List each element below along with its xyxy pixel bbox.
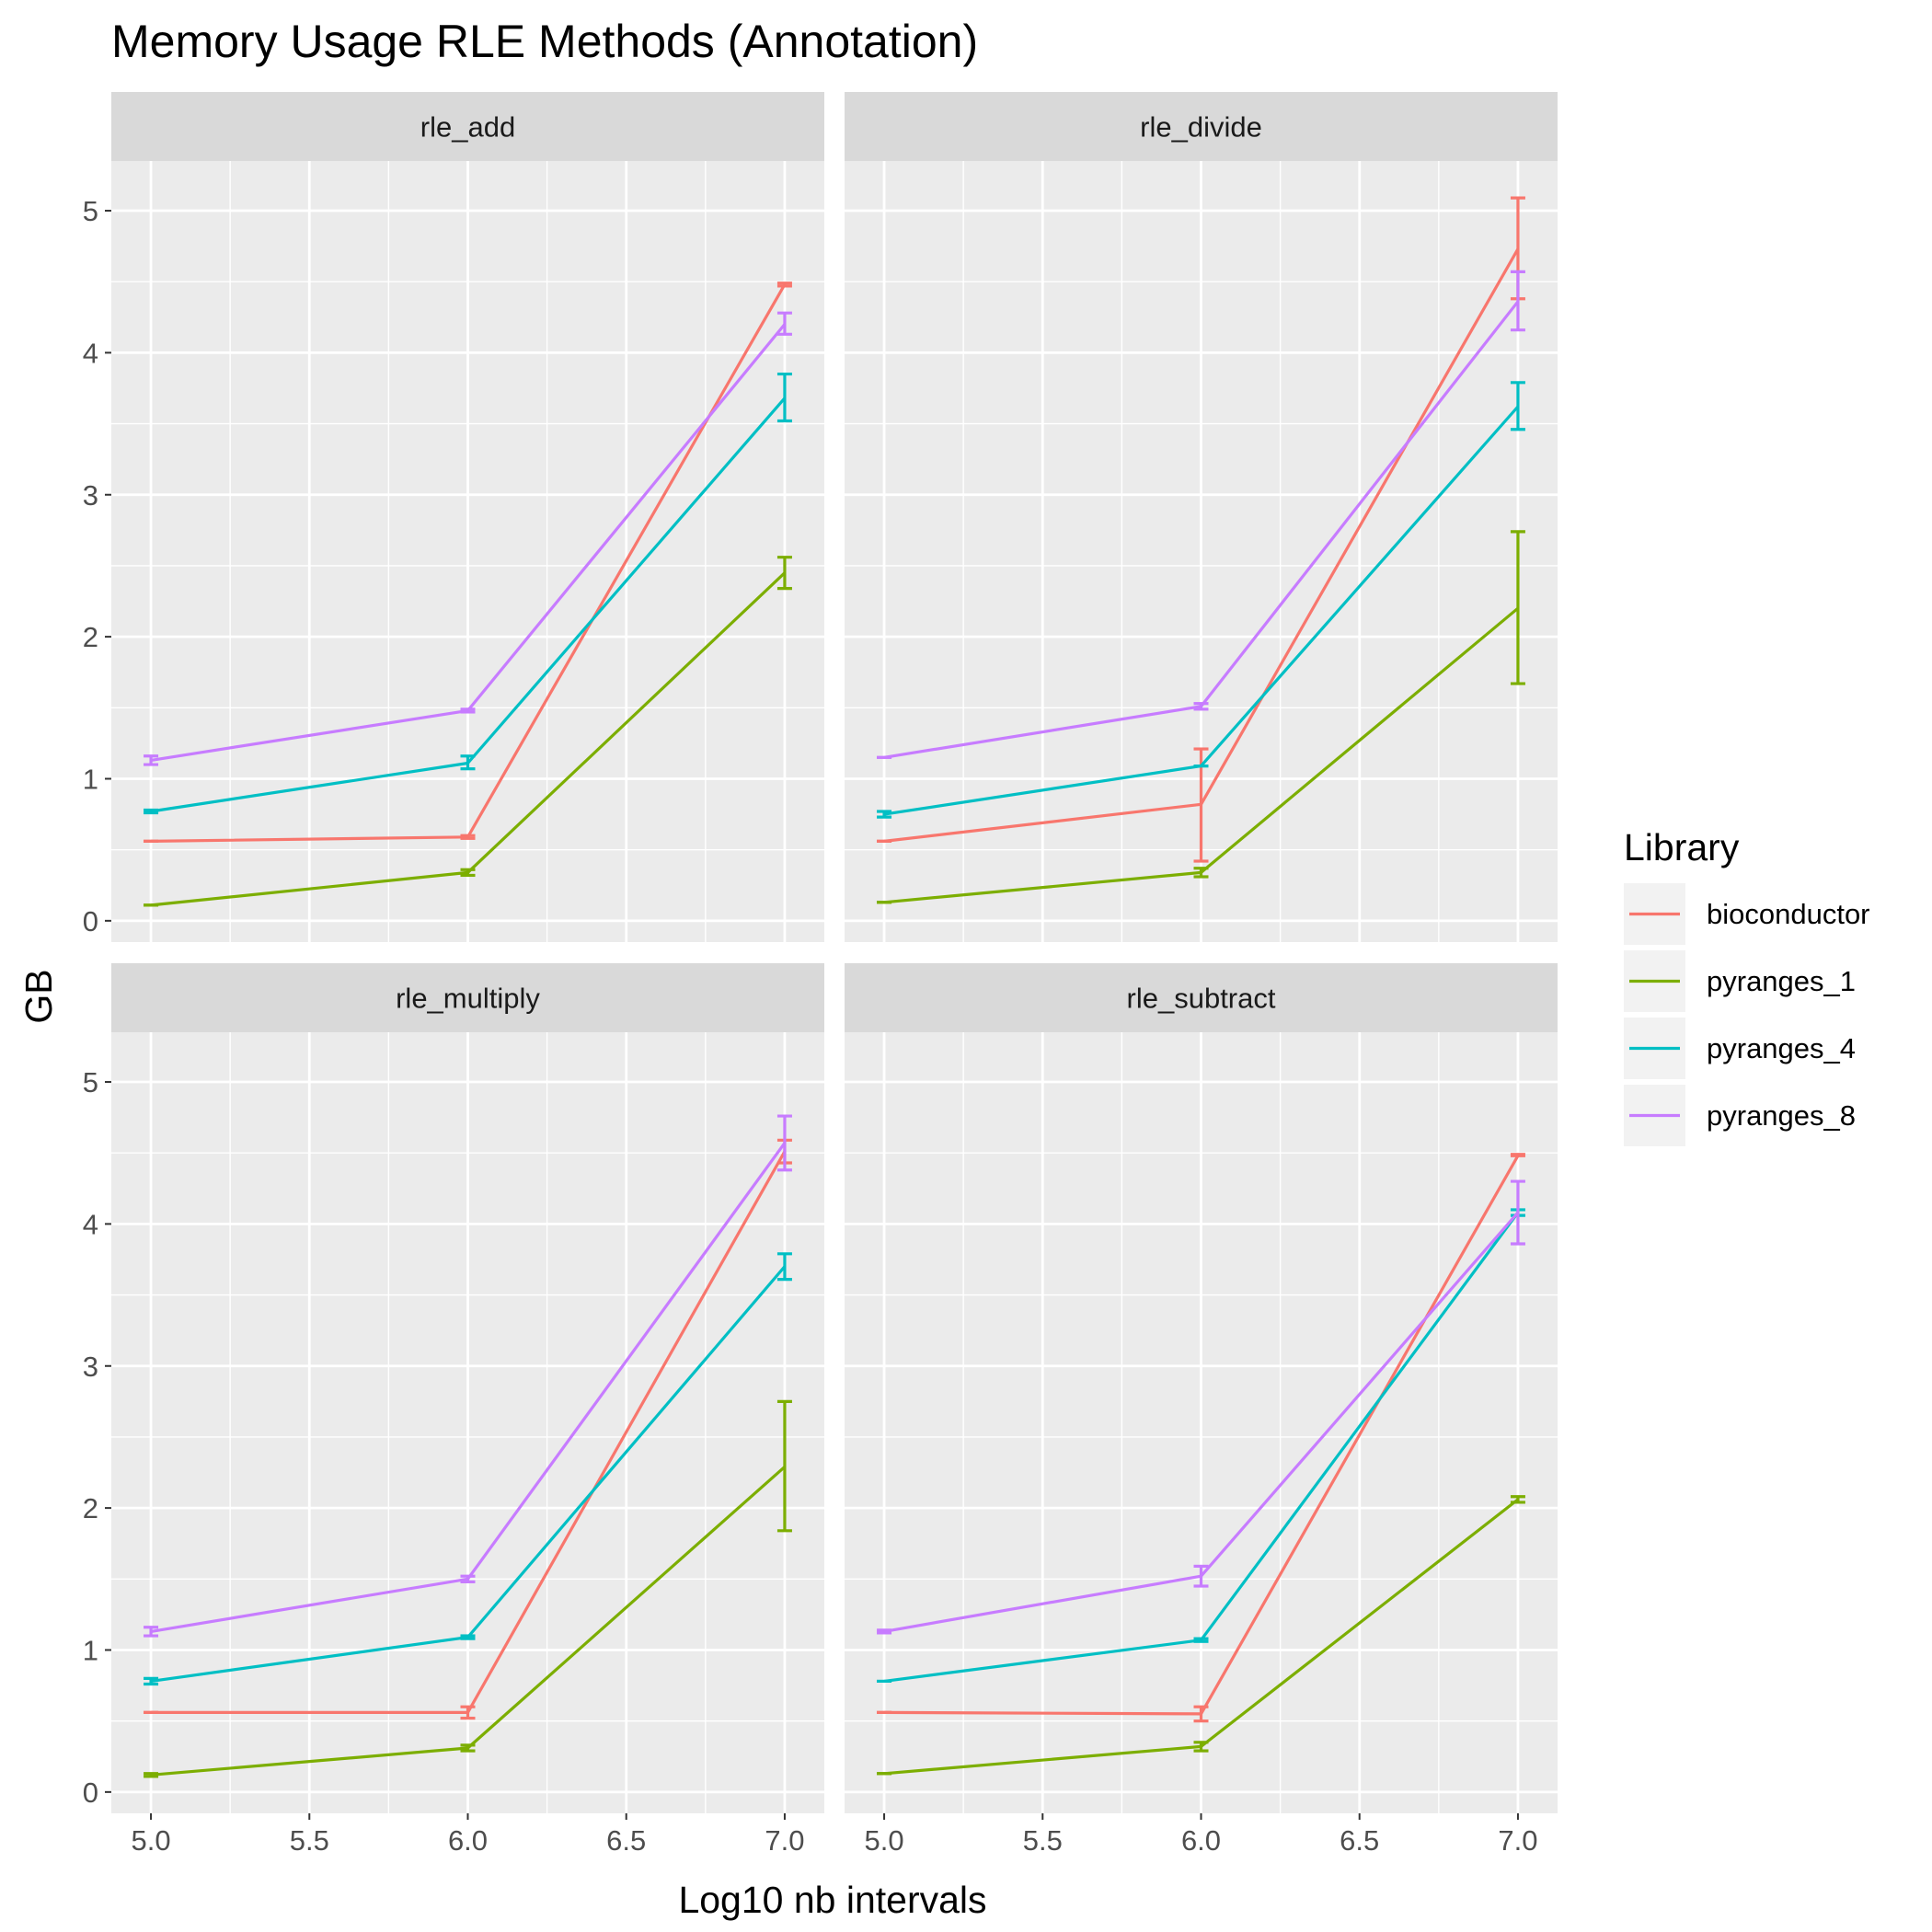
series-pyranges_1 <box>877 1495 1525 1776</box>
series-bioconductor <box>877 1153 1525 1723</box>
error-bar <box>460 1574 476 1583</box>
facet-strip <box>111 92 824 161</box>
y-tick-label: 1 <box>83 1634 98 1666</box>
error-bar <box>1510 530 1525 685</box>
series-pyranges_1 <box>877 530 1525 904</box>
y-tick-label: 0 <box>83 905 98 937</box>
error-bar <box>144 1676 159 1686</box>
error-bar <box>460 1705 476 1720</box>
facet-panels: rle_add 0 1 2 3 4 5 rle_divide rle_multiply 0 1 2 3 4… <box>83 92 1558 1857</box>
x-tick-label: 6.0 <box>448 1824 488 1857</box>
x-tick-label: 7.0 <box>765 1824 804 1857</box>
series-pyranges_8 <box>877 1179 1525 1635</box>
error-bar <box>144 1772 159 1778</box>
series-pyranges_1 <box>144 1399 792 1778</box>
legend-item-pyranges_1: pyranges_1 <box>1624 950 1856 1012</box>
error-bar <box>776 282 792 288</box>
error-bar <box>1510 270 1525 332</box>
x-tick-label: 6.5 <box>1340 1824 1379 1857</box>
series-pyranges_1 <box>144 556 792 907</box>
error-bar <box>460 1634 476 1640</box>
x-tick-label: 5.5 <box>1023 1824 1063 1857</box>
x-tick-label: 6.0 <box>1181 1824 1221 1857</box>
error-bar <box>460 868 476 878</box>
series-pyranges_8 <box>877 270 1525 759</box>
y-tick-label: 3 <box>83 1351 98 1383</box>
series-bioconductor <box>144 282 792 844</box>
y-tick-label: 4 <box>83 1208 98 1240</box>
y-tick-label: 3 <box>83 479 98 512</box>
error-bar <box>144 754 159 766</box>
facet-rle_add: rle_add 0 1 2 3 4 5 <box>83 92 824 942</box>
legend-label: pyranges_8 <box>1707 1099 1856 1132</box>
error-bar <box>1193 1741 1209 1753</box>
y-axis-title: GB <box>17 969 60 1023</box>
series-pyranges_8 <box>144 1114 792 1638</box>
error-bar <box>776 556 792 591</box>
x-tick-label: 5.5 <box>290 1824 329 1857</box>
x-tick-label: 5.0 <box>132 1824 171 1857</box>
error-bar <box>1193 702 1209 711</box>
series-pyranges_8 <box>144 311 792 766</box>
facet-strip-label: rle_subtract <box>1127 983 1276 1015</box>
error-bar <box>460 754 476 771</box>
facet-strip-label: rle_add <box>420 111 515 144</box>
facet-strip-label: rle_multiply <box>396 983 540 1015</box>
x-tick-label: 6.5 <box>606 1824 646 1857</box>
x-tick-label: 7.0 <box>1498 1824 1537 1857</box>
legend-item-pyranges_4: pyranges_4 <box>1624 1018 1856 1079</box>
error-bar <box>776 372 792 423</box>
y-tick-label: 5 <box>83 1066 98 1098</box>
series-pyranges_4 <box>144 1252 792 1686</box>
facet-rle_divide: rle_divide <box>845 92 1558 942</box>
error-bar <box>1510 1495 1525 1504</box>
y-tick-label: 1 <box>83 763 98 795</box>
error-bar <box>1193 1637 1209 1643</box>
error-bar <box>460 1743 476 1753</box>
y-tick-label: 5 <box>83 195 98 227</box>
y-tick-label: 2 <box>83 1492 98 1524</box>
facet-strip <box>111 963 824 1032</box>
series-pyranges_4 <box>877 381 1525 819</box>
chart-title: Memory Usage RLE Methods (Annotation) <box>111 16 978 67</box>
error-bar <box>776 1399 792 1533</box>
facet-strip-label: rle_divide <box>1140 111 1262 144</box>
x-tick-label: 5.0 <box>865 1824 904 1857</box>
legend-title: Library <box>1624 826 1740 868</box>
error-bar <box>1193 1564 1209 1588</box>
y-tick-label: 2 <box>83 621 98 653</box>
y-tick-label: 0 <box>83 1777 98 1809</box>
error-bar <box>776 1252 792 1282</box>
legend-items: bioconductor pyranges_1 pyranges_4 pyranges… <box>1624 883 1870 1146</box>
error-bar <box>460 707 476 714</box>
legend-label: pyranges_1 <box>1707 965 1856 997</box>
facet-rle_subtract: rle_subtract 5.0 5.5 6.0 6.5 7.0 <box>845 963 1558 1857</box>
legend-label: bioconductor <box>1707 898 1870 930</box>
legend-item-bioconductor: bioconductor <box>1624 883 1870 945</box>
error-bar <box>1510 1153 1525 1157</box>
error-bar <box>1193 867 1209 879</box>
legend: Library bioconductor pyranges_1 pyranges_4… <box>1624 826 1870 1146</box>
facet-strip <box>845 963 1558 1032</box>
legend-item-pyranges_8: pyranges_8 <box>1624 1085 1856 1146</box>
error-bar <box>1510 1179 1525 1246</box>
error-bar <box>877 810 892 819</box>
error-bar <box>144 808 159 815</box>
facet-strip <box>845 92 1558 161</box>
error-bar <box>877 1628 892 1635</box>
error-bar <box>1193 1705 1209 1723</box>
legend-label: pyranges_4 <box>1707 1032 1856 1064</box>
y-tick-label: 4 <box>83 337 98 369</box>
facet-rle_multiply: rle_multiply 0 1 2 3 4 5 5.0 5.5 6.0 6.5 7.0 <box>83 963 824 1857</box>
error-bar <box>460 834 476 840</box>
error-bar <box>776 1114 792 1172</box>
error-bar <box>1193 747 1209 863</box>
error-bar <box>144 1626 159 1638</box>
error-bar <box>1510 381 1525 431</box>
x-axis-title: Log10 nb intervals <box>678 1879 986 1921</box>
error-bar <box>776 311 792 336</box>
series-pyranges_4 <box>144 372 792 815</box>
